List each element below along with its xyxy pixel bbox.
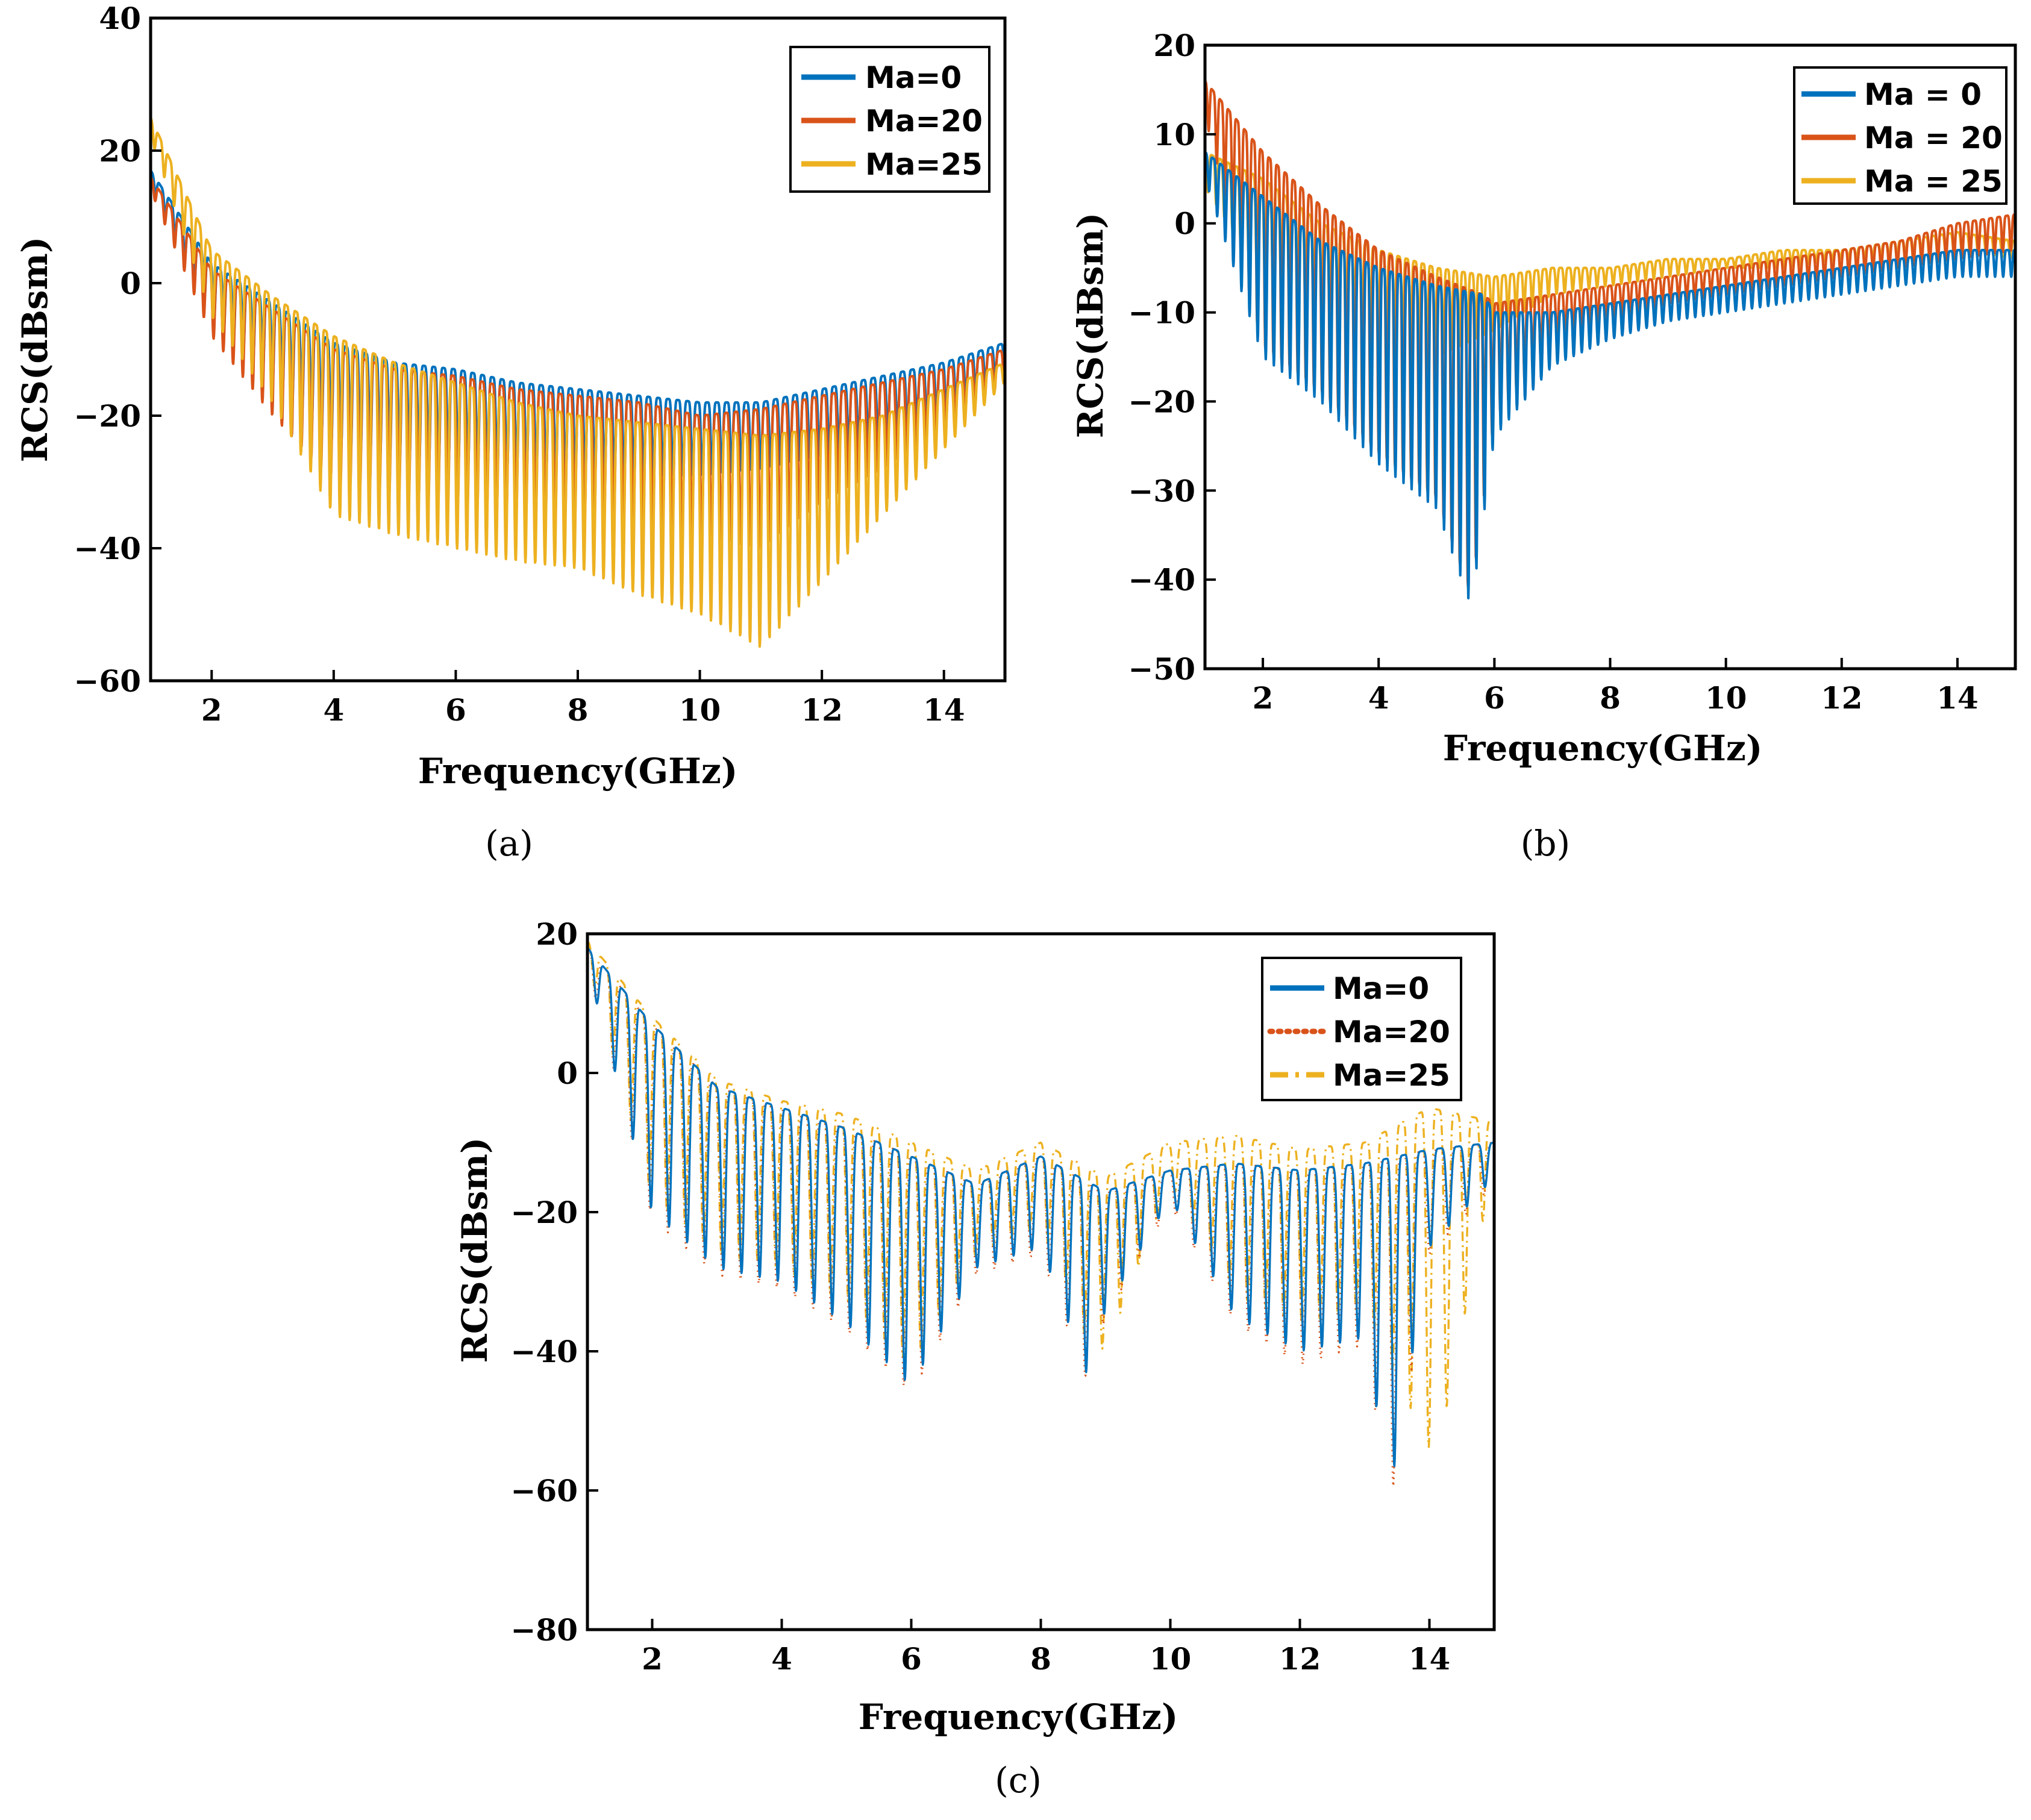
panel-a-xtick-label: 12 — [801, 692, 843, 728]
panel-b-ytick-label: −30 — [1128, 473, 1195, 508]
panel-b-ytick-label: 20 — [1153, 28, 1195, 63]
panel-c-yticks: −80 −60 −40 −20 0 20 — [511, 916, 598, 1648]
panel-b-xtick-label: 8 — [1600, 680, 1621, 716]
panel-b-series-ma0-line — [1205, 151, 2015, 599]
panel-b: 2 4 6 8 10 12 14 −50 −40 −30 −20 −10 0 10 20 Frequenc… — [1070, 28, 2017, 864]
panel-c-legend-label-ma25: Ma=25 — [1333, 1058, 1450, 1093]
panel-a-ytick-label: 20 — [99, 133, 141, 169]
panel-b-xtick-label: 4 — [1368, 680, 1389, 716]
panel-c-xticks: 2 4 6 8 10 12 14 — [642, 1619, 1450, 1677]
panel-b-xtick-label: 10 — [1705, 680, 1747, 716]
panel-b-legend-label-ma25: Ma = 25 — [1864, 164, 2003, 199]
panel-c-xlabel: Frequency(GHz) — [859, 1696, 1178, 1737]
panel-a-xtick-label: 8 — [568, 692, 589, 728]
panel-b-xtick-label: 14 — [1936, 680, 1979, 716]
panel-a-legend-label-ma20: Ma=20 — [865, 104, 983, 139]
panel-b-xtick-label: 6 — [1484, 680, 1505, 716]
panel-c-xtick-label: 8 — [1030, 1641, 1051, 1677]
panel-c-xtick-label: 12 — [1279, 1641, 1321, 1677]
panel-a-xlabel: Frequency(GHz) — [418, 751, 738, 792]
panel-b-ylabel: RCS(dBsm) — [1070, 213, 1111, 439]
panel-a-yticks: −60 −40 −20 0 20 40 — [74, 1, 161, 699]
panel-a-ytick-label: −20 — [74, 398, 141, 434]
panel-b-xtick-label: 12 — [1821, 680, 1863, 716]
panel-a-xticks: 2 4 6 8 10 12 14 — [201, 670, 965, 728]
panel-a-ytick-label: 40 — [99, 1, 141, 36]
panel-b-ytick-label: −40 — [1128, 562, 1195, 598]
panel-c: 2 4 6 8 10 12 14 −80 −60 −40 −20 0 20 Frequency(GHz… — [454, 916, 1496, 1801]
panel-b-ytick-label: −10 — [1128, 295, 1195, 331]
panel-a-legend-label-ma25: Ma=25 — [865, 147, 983, 182]
panel-c-series-ma0-line — [587, 946, 1494, 1468]
panel-c-caption: (c) — [995, 1760, 1042, 1801]
panel-b-yticks: −50 −40 −30 −20 −10 0 10 20 — [1128, 28, 1216, 687]
panel-a-ytick-label: 0 — [120, 266, 141, 301]
panel-c-series-group — [587, 940, 1494, 1487]
panel-a-xtick-label: 2 — [201, 692, 222, 728]
panel-a-series-group — [151, 117, 1005, 648]
panel-c-ytick-label: 0 — [557, 1055, 578, 1091]
panel-a-ytick-label: −60 — [74, 663, 141, 699]
panel-b-ytick-label: 10 — [1153, 117, 1195, 152]
panel-c-xtick-label: 14 — [1409, 1641, 1451, 1677]
panel-b-ytick-label: −50 — [1128, 651, 1195, 687]
panel-b-ytick-label: 0 — [1174, 206, 1195, 242]
panel-a-series-ma25-line — [151, 117, 1005, 648]
panel-b-caption: (b) — [1521, 823, 1570, 864]
panel-b-xticks: 2 4 6 8 10 12 14 — [1253, 658, 1979, 716]
panel-c-ytick-label: −40 — [511, 1334, 578, 1369]
panel-c-xtick-label: 6 — [901, 1641, 922, 1677]
panel-a-ylabel: RCS(dBsm) — [14, 237, 55, 463]
panel-c-ytick-label: −80 — [511, 1612, 578, 1648]
panel-a-xtick-label: 14 — [923, 692, 965, 728]
panel-a-ytick-label: −40 — [74, 531, 141, 566]
panel-b-legend-label-ma0: Ma = 0 — [1864, 77, 1982, 112]
panel-c-xtick-label: 4 — [771, 1641, 792, 1677]
panel-a-legend-label-ma0: Ma=0 — [865, 60, 962, 95]
panel-a-xtick-label: 6 — [445, 692, 466, 728]
panel-b-legend-label-ma20: Ma = 20 — [1864, 120, 2003, 155]
panel-a-xtick-label: 4 — [323, 692, 344, 728]
panel-b-ytick-label: −20 — [1128, 384, 1195, 419]
panel-c-ytick-label: −60 — [511, 1473, 578, 1509]
panel-c-xtick-label: 2 — [642, 1641, 663, 1677]
panel-b-legend: Ma = 0 Ma = 20 Ma = 25 — [1793, 66, 2008, 205]
panel-c-ytick-label: −20 — [511, 1195, 578, 1230]
panel-b-xtick-label: 2 — [1253, 680, 1274, 716]
panel-a: 2 4 6 8 10 12 14 −60 −40 −20 0 20 40 Frequency(GHz)… — [14, 1, 1007, 864]
panel-c-ylabel: RCS(dBsm) — [454, 1137, 495, 1363]
panel-c-ytick-label: 20 — [536, 916, 578, 952]
panel-c-legend-label-ma20: Ma=20 — [1333, 1015, 1450, 1049]
panel-a-caption: (a) — [485, 823, 533, 864]
panel-b-xlabel: Frequency(GHz) — [1443, 728, 1763, 769]
panel-a-xtick-label: 10 — [679, 692, 721, 728]
panel-c-xtick-label: 10 — [1150, 1641, 1192, 1677]
panel-c-legend: Ma=0 Ma=20 Ma=25 — [1261, 957, 1462, 1101]
panel-c-series-ma25-line — [587, 940, 1494, 1448]
panel-a-legend: Ma=0 Ma=20 Ma=25 — [789, 46, 990, 193]
panel-b-series-group — [1205, 80, 2015, 599]
panel-c-legend-label-ma0: Ma=0 — [1333, 971, 1429, 1006]
